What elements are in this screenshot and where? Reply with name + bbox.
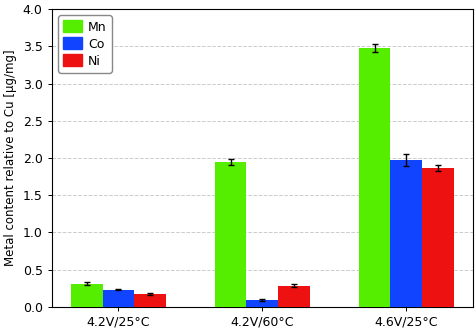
Bar	[71, 284, 102, 307]
Bar	[278, 286, 309, 307]
Bar	[421, 168, 453, 307]
Bar	[134, 294, 166, 307]
Bar	[358, 48, 389, 307]
Y-axis label: Metal content relative to Cu [µg/mg]: Metal content relative to Cu [µg/mg]	[4, 50, 17, 266]
Bar	[246, 300, 278, 307]
Bar	[102, 290, 134, 307]
Legend: Mn, Co, Ni: Mn, Co, Ni	[58, 15, 111, 73]
Bar	[389, 160, 421, 307]
Bar	[214, 162, 246, 307]
